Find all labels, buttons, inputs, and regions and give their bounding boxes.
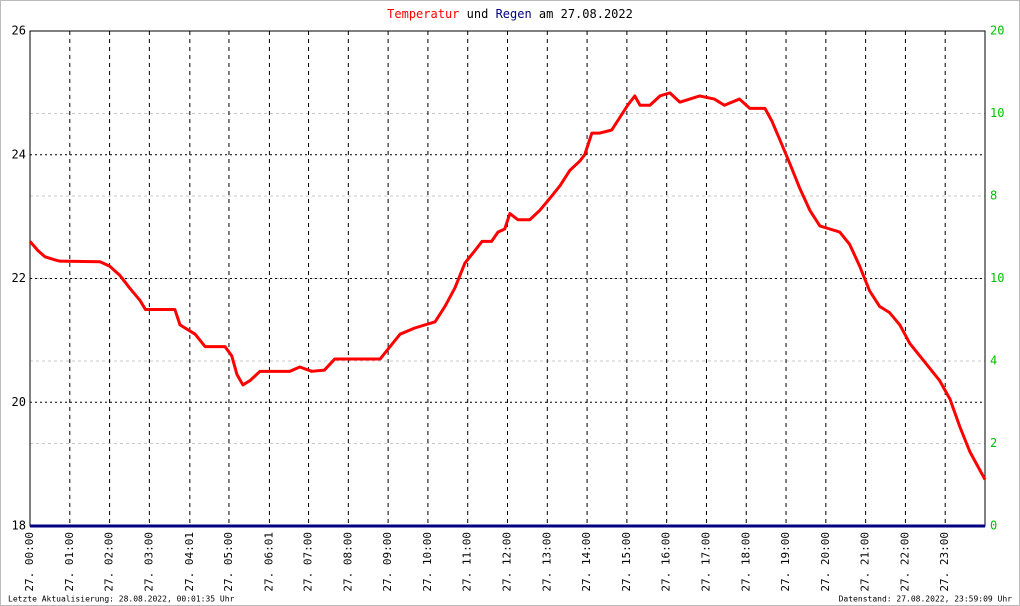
- title-part: Temperatur: [387, 7, 459, 21]
- x-tick-label: 27. 06:01: [262, 532, 275, 592]
- x-tick-label: 27. 07:00: [302, 532, 315, 592]
- x-tick-label: 27. 22:00: [898, 532, 911, 592]
- x-tick-label: 27. 11:00: [461, 532, 474, 592]
- title-part: am 27.08.2022: [539, 7, 633, 21]
- x-tick-label: 27. 23:00: [938, 532, 951, 592]
- y-tick-label: 22: [12, 271, 26, 285]
- y2-tick-label: 10: [990, 271, 1004, 285]
- x-tick-label: 27. 12:00: [501, 532, 514, 592]
- x-tick-label: 27. 18:00: [739, 532, 752, 592]
- title-part: und: [467, 7, 489, 21]
- x-tick-label: 27. 00:00: [23, 532, 36, 592]
- x-tick-label: 27. 21:00: [859, 532, 872, 592]
- x-tick-label: 27. 16:00: [660, 532, 673, 592]
- y-tick-label: 20: [12, 395, 26, 409]
- y2-tick-label: 4: [990, 354, 997, 368]
- x-tick-label: 27. 10:00: [421, 532, 434, 592]
- x-tick-label: 27. 14:00: [580, 532, 593, 592]
- series-line: [28, 91, 987, 481]
- y2-tick-label: 20: [990, 24, 1004, 38]
- y-tick-label: 24: [12, 147, 26, 161]
- x-tick-label: 27. 20:00: [819, 532, 832, 592]
- footer-right: Datenstand: 27.08.2022, 23:59:09 Uhr: [839, 595, 1013, 604]
- footer-left: Letzte Aktualisierung: 28.08.2022, 00:01…: [8, 595, 235, 604]
- y2-tick-label: 2: [990, 436, 997, 450]
- y2-tick-label: 0: [990, 519, 997, 533]
- x-tick-label: 27. 15:00: [620, 532, 633, 592]
- y2-tick-label: 10: [990, 106, 1004, 120]
- x-tick-label: 27. 08:00: [341, 532, 354, 592]
- y2-tick-label: 8: [990, 189, 997, 203]
- y-tick-label: 18: [12, 519, 26, 533]
- chart-title: Temperatur und Regen am 27.08.2022: [387, 7, 633, 21]
- y-tick-label: 26: [12, 24, 26, 38]
- x-tick-label: 27. 03:00: [142, 532, 155, 592]
- title-part: Regen: [496, 7, 532, 21]
- x-tick-label: 27. 04:01: [183, 532, 196, 592]
- x-tick-label: 27. 09:00: [381, 532, 394, 592]
- x-tick-label: 27. 05:00: [222, 532, 235, 592]
- x-tick-label: 27. 13:00: [540, 532, 553, 592]
- x-tick-label: 27. 01:00: [63, 532, 76, 592]
- x-tick-label: 27. 02:00: [103, 532, 116, 592]
- x-tick-label: 27. 19:00: [779, 532, 792, 592]
- x-tick-label: 27. 17:00: [699, 532, 712, 592]
